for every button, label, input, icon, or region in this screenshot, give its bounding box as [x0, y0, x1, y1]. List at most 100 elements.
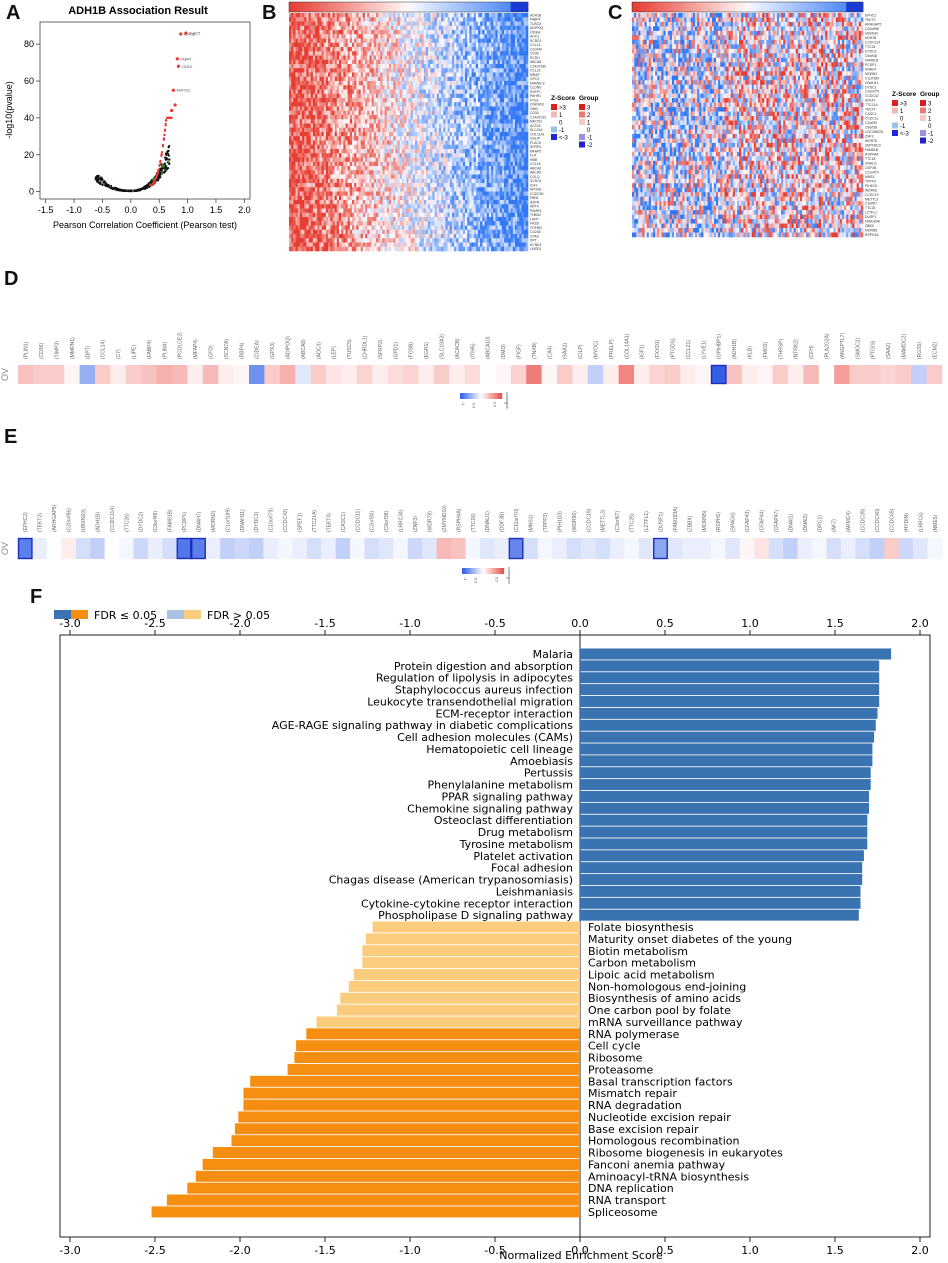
heatmap-cell: [464, 174, 468, 180]
heatmap-cell: [321, 76, 325, 82]
heatmap-cell: [308, 115, 312, 120]
heatmap-cell: [338, 59, 342, 65]
heatmap-cell: [367, 102, 370, 107]
heatmap-cell: [523, 81, 527, 86]
heatmap-cell: [475, 140, 479, 146]
heatmap-cell: [510, 106, 514, 112]
heatmap-cell: [332, 149, 335, 154]
heatmap-cell: [482, 174, 485, 180]
heatmap-cell: [432, 93, 435, 99]
heatmap-cell: [419, 144, 422, 150]
heatmap-cell: [404, 25, 407, 31]
heatmap-cell: [512, 115, 516, 120]
heatmap-cell: [382, 64, 385, 69]
heatmap-cell: [456, 144, 459, 150]
heatmap-cell: [482, 161, 485, 167]
heatmap-cell: [484, 149, 488, 154]
heatmap-cell: [447, 166, 451, 171]
heatmap-cell: [469, 59, 472, 65]
heatmap-cell: [478, 17, 481, 22]
heatmap-cell: [399, 153, 403, 158]
heatmap-cell: [462, 38, 466, 44]
heatmap-cell: [315, 25, 318, 31]
heatmap-cell: [388, 136, 392, 141]
heatmap-cell: [491, 123, 494, 129]
heatmap-cell: [443, 59, 446, 65]
heatmap-cell: [302, 127, 305, 133]
heatmap-cell: [454, 149, 457, 154]
heatmap-cell: [341, 17, 344, 22]
heatmap-cell: [510, 21, 514, 27]
heatmap-cell: [454, 47, 457, 52]
heatmap-cell: [423, 72, 427, 78]
heatmap-cell: [365, 34, 368, 39]
heatmap-cell: [393, 174, 396, 180]
heatmap-cell: [295, 166, 298, 171]
heatmap-cell: [410, 174, 414, 180]
heatmap-cell: [464, 123, 468, 129]
heatmap-cell: [295, 153, 298, 158]
heatmap-cell: [406, 42, 409, 48]
heatmap-cell: [332, 136, 335, 141]
heatmap-cell: [388, 161, 392, 167]
heatmap-cell: [467, 170, 470, 175]
heatmap-cell: [514, 140, 518, 146]
heatmap-cell: [312, 42, 316, 48]
heatmap-cell: [341, 30, 344, 35]
heatmap-cell: [467, 34, 470, 39]
heatmap-cell: [312, 102, 316, 107]
heatmap-cell: [482, 81, 485, 86]
heatmap-cell: [473, 38, 477, 44]
heatmap-cell: [399, 47, 403, 52]
heatmap-cell: [397, 127, 401, 133]
heatmap-cell: [504, 149, 507, 154]
heatmap-cell: [506, 98, 509, 103]
heatmap-cell: [317, 34, 320, 39]
heatmap-cell: [338, 47, 342, 52]
heatmap-cell: [332, 166, 335, 171]
heatmap-cell: [375, 47, 379, 52]
heatmap-cell: [436, 93, 440, 99]
heatmap-cell: [302, 17, 305, 22]
heatmap-cell: [356, 132, 359, 137]
heatmap-cell: [480, 123, 483, 129]
heatmap-cell: [486, 161, 490, 167]
heatmap-cell: [436, 123, 440, 129]
heatmap-cell: [404, 153, 407, 158]
heatmap-cell: [369, 17, 372, 22]
heatmap-cell: [343, 161, 346, 167]
heatmap-cell: [488, 166, 492, 171]
heatmap-cell: [343, 153, 346, 158]
heatmap-cell: [334, 161, 338, 167]
heatmap-cell: [404, 157, 407, 163]
heatmap-cell: [308, 17, 312, 22]
heatmap-cell: [321, 110, 325, 116]
heatmap-cell: [338, 81, 342, 86]
heatmap-cell: [341, 110, 344, 116]
heatmap-cell: [397, 153, 401, 158]
heatmap-cell: [478, 98, 481, 103]
heatmap-cell: [443, 47, 446, 52]
heatmap-cell: [521, 153, 524, 158]
heatmap-cell: [464, 68, 468, 73]
heatmap-cell: [486, 136, 490, 141]
heatmap-cell: [406, 98, 409, 103]
heatmap-cell: [508, 76, 511, 82]
heatmap-cell: [441, 115, 444, 120]
heatmap-cell: [317, 51, 320, 56]
heatmap-cell: [378, 64, 381, 69]
heatmap-group-bar-cell: [491, 2, 494, 12]
heatmap-cell: [443, 149, 446, 154]
heatmap-cell: [291, 85, 294, 90]
heatmap-cell: [434, 166, 438, 171]
heatmap-cell: [293, 93, 296, 99]
heatmap-cell: [521, 166, 524, 171]
heatmap-cell: [334, 81, 338, 86]
heatmap-cell: [293, 161, 296, 167]
heatmap-cell: [365, 17, 368, 22]
heatmap-cell: [475, 166, 479, 171]
heatmap-gene-label: SLC2A4: [530, 128, 543, 132]
heatmap-cell: [299, 136, 303, 141]
heatmap-cell: [488, 64, 492, 69]
heatmap-cell: [521, 89, 524, 95]
